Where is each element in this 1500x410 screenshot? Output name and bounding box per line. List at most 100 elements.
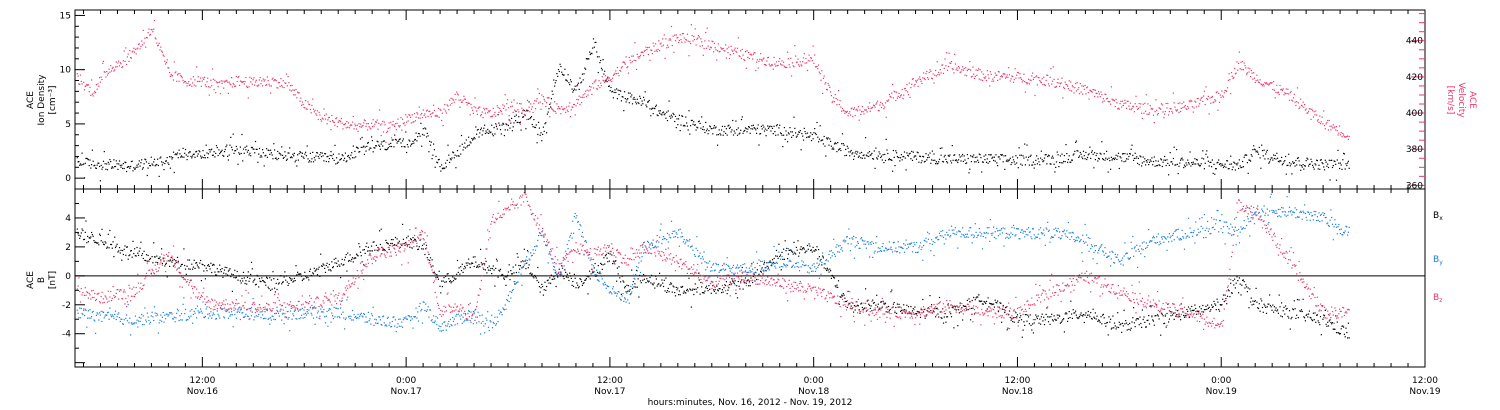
ion-density-point (1298, 160, 1300, 162)
velocity-point (148, 28, 150, 30)
ion-density-point (316, 152, 318, 154)
velocity-point (521, 107, 523, 109)
by-point (153, 319, 155, 322)
bx-point (284, 271, 286, 273)
velocity-point (441, 119, 443, 122)
velocity-point (258, 79, 261, 81)
ion-density-point (563, 74, 565, 76)
bx-point (1177, 316, 1179, 318)
ion-density-point (367, 142, 369, 144)
ion-density-point (482, 130, 484, 132)
ion-density-point (832, 147, 834, 149)
ion-density-point (305, 155, 307, 157)
bx-point (1011, 318, 1013, 320)
ion-density-point (1203, 158, 1205, 160)
velocity-point (682, 33, 684, 35)
bx-point (110, 243, 112, 246)
velocity-point (235, 85, 237, 87)
bx-point (758, 273, 760, 275)
ion-density-point (110, 161, 112, 163)
bx-point (485, 260, 487, 262)
bx-point (1089, 316, 1091, 318)
panel2-frame (74, 188, 1426, 368)
velocity-point (472, 109, 474, 111)
velocity-point (704, 40, 706, 42)
bx-point (390, 242, 392, 245)
bx-point (533, 277, 535, 279)
velocity-point (467, 102, 469, 104)
bx-point (389, 244, 391, 247)
ion-density-point (1316, 159, 1318, 161)
bx-point (312, 273, 315, 275)
bx-point (299, 273, 301, 275)
ion-density-point (251, 146, 253, 149)
bx-point (730, 283, 732, 285)
ion-density-point (560, 65, 562, 68)
velocity-point (281, 86, 284, 88)
velocity-point (1125, 107, 1128, 109)
velocity-point (252, 79, 254, 81)
velocity-point (415, 116, 417, 118)
ion-density-point (1308, 165, 1310, 167)
velocity-point (952, 68, 954, 70)
velocity-point (196, 80, 198, 83)
ion-density-point (833, 143, 836, 145)
bx-point (205, 267, 207, 269)
bx-point (1336, 321, 1338, 323)
velocity-point (819, 73, 821, 75)
velocity-point (852, 116, 854, 118)
by-point (121, 318, 123, 320)
velocity-point (1072, 86, 1074, 88)
ion-density-point (1071, 159, 1073, 161)
ion-density-point (684, 125, 686, 127)
ion-density-point (956, 160, 958, 162)
bx-point (1222, 294, 1225, 296)
ion-density-point (134, 168, 136, 170)
ion-density-point (1244, 154, 1246, 156)
velocity-point (639, 56, 641, 58)
ion-density-point (787, 141, 789, 143)
velocity-point (112, 66, 114, 68)
bx-point (1335, 315, 1337, 317)
bx-point (1316, 314, 1318, 316)
velocity-point (196, 66, 198, 68)
velocity-point (1024, 91, 1026, 93)
velocity-point (1281, 88, 1283, 90)
velocity-point (903, 88, 906, 90)
ion-density-point (1016, 157, 1019, 159)
bx-point (997, 300, 999, 302)
velocity-point (153, 19, 156, 22)
bx-point (1115, 328, 1117, 330)
velocity-point (725, 57, 727, 59)
bx-point (1248, 307, 1250, 309)
velocity-point (554, 101, 556, 103)
velocity-point (1218, 92, 1220, 94)
velocity-point (181, 77, 183, 79)
ion-density-point (612, 97, 614, 99)
ion-density-point (772, 133, 774, 135)
ion-density-point (196, 150, 198, 152)
bx-point (848, 303, 850, 305)
ion-density-point (847, 147, 849, 149)
ion-density-point (1081, 156, 1083, 158)
ion-density-point (1314, 163, 1316, 165)
velocity-point (305, 100, 307, 102)
ion-density-point (618, 93, 620, 96)
bx-point (544, 281, 546, 283)
bx-point (1276, 310, 1278, 312)
bx-point (1243, 281, 1245, 283)
ion-density-point (527, 118, 529, 120)
ion-density-point (1337, 149, 1339, 151)
bx-point (1178, 314, 1180, 316)
ion-density-point (963, 155, 965, 157)
velocity-point (429, 113, 432, 115)
bx-point (1307, 316, 1309, 318)
bx-point (437, 276, 439, 278)
ion-density-point (1261, 150, 1264, 152)
ion-density-point (1348, 167, 1350, 169)
ion-density-point (200, 157, 202, 159)
velocity-point (522, 109, 525, 111)
bx-point (1149, 305, 1151, 307)
velocity-point (99, 81, 101, 83)
bx-point (1222, 298, 1224, 300)
